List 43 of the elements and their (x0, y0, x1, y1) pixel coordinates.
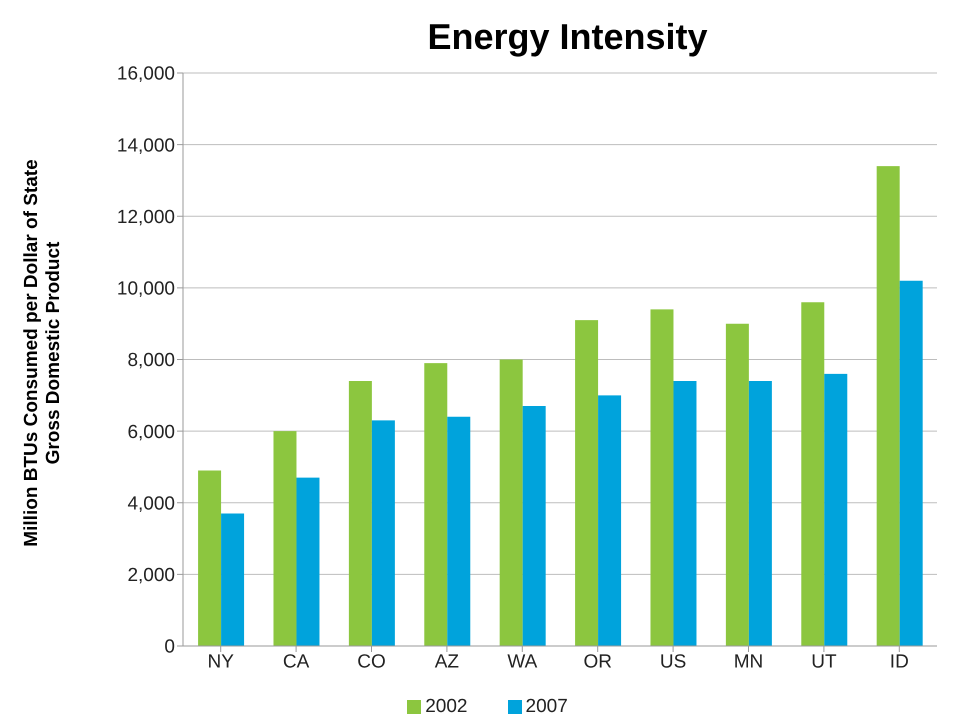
bar (598, 395, 622, 646)
bar (650, 309, 674, 646)
x-tick-label: MN (734, 651, 764, 672)
bar (372, 420, 395, 646)
legend-label: 2007 (526, 696, 568, 717)
bar (348, 380, 372, 646)
bar (198, 470, 222, 646)
y-axis-title: Million BTUs Consumed per Dollar of State Gross Domestic Product (21, 158, 65, 549)
chart-title: Energy Intensity (426, 16, 709, 58)
x-tick-label: AZ (434, 651, 460, 672)
bar (424, 363, 448, 646)
x-tick-label: ID (890, 651, 909, 672)
y-tick-label: 16,000 (116, 64, 175, 85)
bar (522, 406, 546, 646)
bar (748, 380, 772, 646)
bar (900, 280, 923, 646)
y-tick-label: 6,000 (127, 422, 175, 443)
bar (824, 374, 848, 646)
bar (673, 380, 696, 646)
x-tick-label: US (660, 651, 686, 672)
x-tick-label: OR (583, 651, 612, 672)
x-tick-label: WA (507, 651, 538, 672)
y-tick-label: 2,000 (127, 565, 175, 586)
bar (801, 302, 824, 646)
bar (296, 478, 320, 646)
x-tick-label: CO (357, 651, 386, 672)
x-tick-label: NY (207, 651, 234, 672)
y-tick-label: 4,000 (127, 493, 175, 514)
x-tick-label: CA (282, 651, 310, 672)
bar (726, 324, 749, 646)
y-tick-label: 0 (164, 636, 175, 658)
bar (447, 416, 470, 646)
bar (221, 513, 244, 646)
x-tick-label: UT (811, 651, 837, 672)
bar (500, 360, 523, 646)
y-tick-label: 14,000 (116, 135, 175, 156)
bar (575, 320, 598, 646)
y-tick-label: 10,000 (116, 278, 175, 300)
y-tick-label: 12,000 (116, 206, 175, 228)
bar (273, 431, 296, 646)
legend-label: 2002 (425, 696, 468, 717)
y-tick-label: 8,000 (127, 350, 175, 372)
bar (876, 166, 900, 646)
